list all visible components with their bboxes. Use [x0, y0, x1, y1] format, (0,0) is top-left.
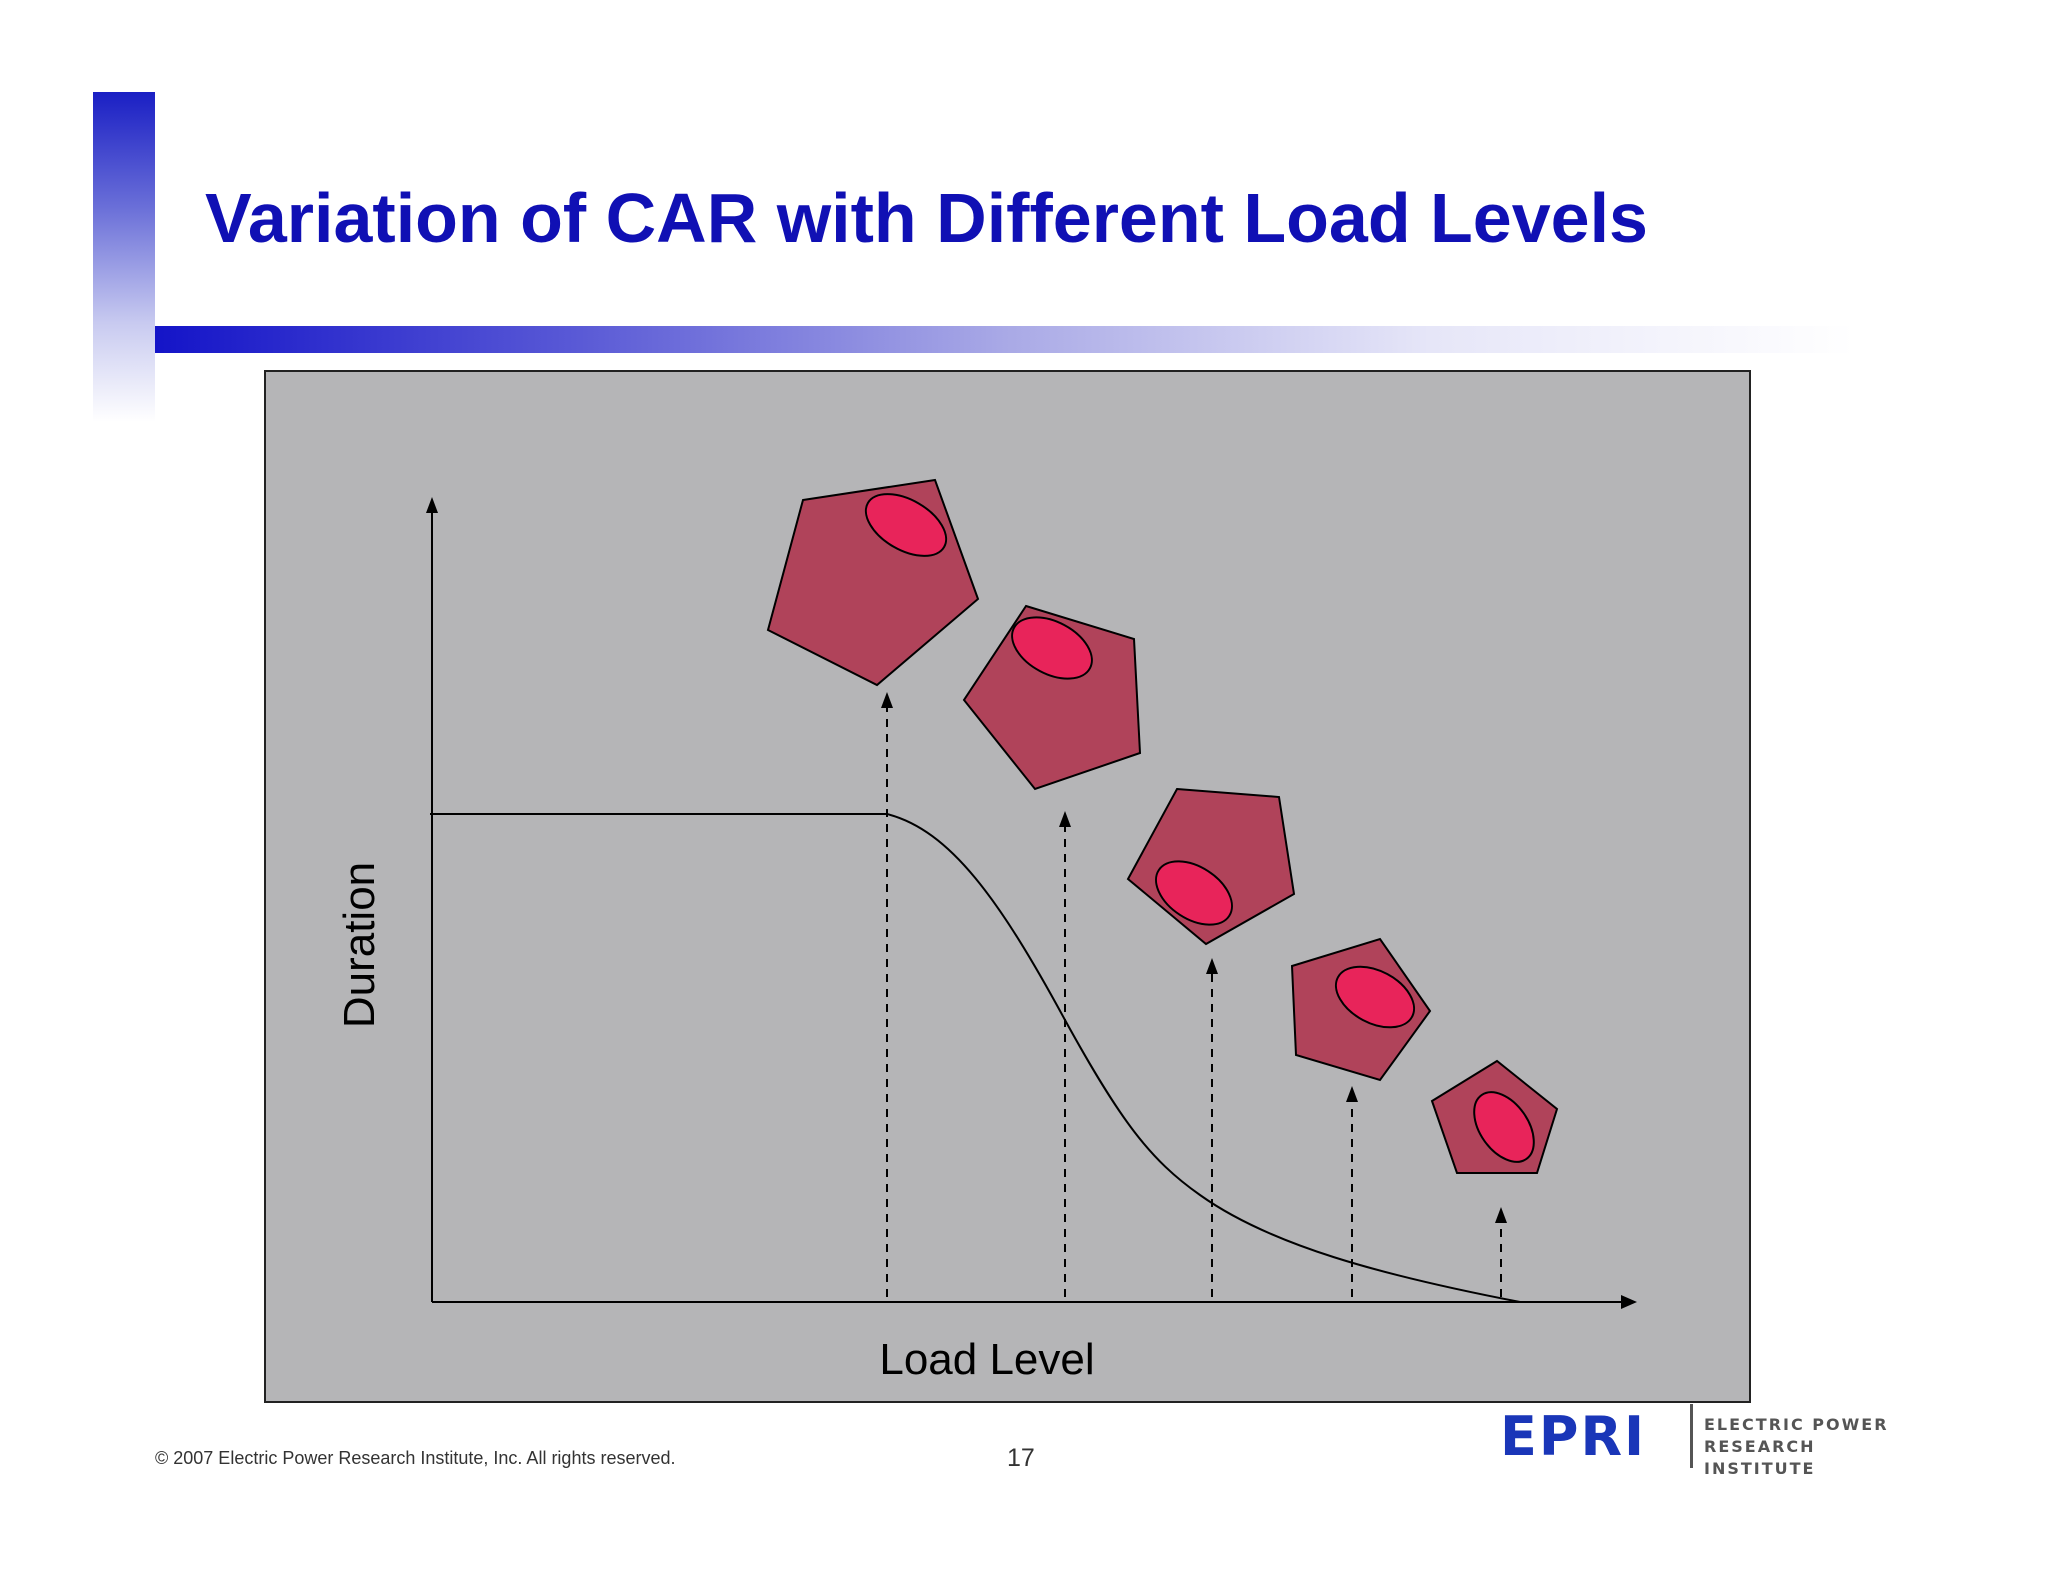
pentagon-shape: [962, 604, 1142, 791]
pentagon-ellipse: [864, 493, 948, 557]
load-level-arrowhead-3: [1206, 958, 1218, 974]
load-level-arrowhead-2: [1059, 811, 1071, 827]
logo-text-line-2: RESEARCH INSTITUTE: [1704, 1437, 1816, 1478]
title-underline: [155, 326, 1855, 353]
x-axis-label: Load Level: [879, 1335, 1094, 1384]
car-pentagon-1: [766, 478, 980, 687]
pentagon-ellipse: [1473, 1091, 1535, 1163]
y-axis-arrowhead: [426, 497, 438, 513]
load-level-arrowhead-4: [1346, 1086, 1358, 1102]
car-pentagon-4: [1290, 937, 1432, 1082]
x-axis-arrowhead: [1621, 1295, 1637, 1309]
diagram-panel: [264, 370, 1751, 1403]
logo-text-line-1: ELECTRIC POWER: [1704, 1415, 1889, 1434]
pentagon-ellipse: [1011, 616, 1093, 680]
y-axis-label: Duration: [335, 862, 384, 1028]
title-accent-bar: [93, 92, 155, 422]
load-level-arrowhead-1: [881, 692, 893, 708]
car-pentagon-5: [1430, 1059, 1559, 1174]
epri-logo-mark: EPRI: [1500, 1405, 1647, 1468]
pentagon-ellipse: [1155, 860, 1233, 926]
car-pentagon-3: [1126, 787, 1296, 946]
epri-logo: EPRI ELECTRIC POWER RESEARCH INSTITUTE: [1500, 1402, 1900, 1478]
car-pentagon-2: [962, 604, 1142, 791]
pentagon-ellipse: [1334, 965, 1416, 1029]
logo-divider: [1690, 1404, 1693, 1468]
load-level-arrowhead-5: [1495, 1207, 1507, 1223]
copyright-text: © 2007 Electric Power Research Institute…: [155, 1448, 676, 1468]
load-duration-curve: [430, 813, 1521, 1303]
page-number: 17: [1007, 1444, 1035, 1472]
slide-title: Variation of CAR with Different Load Lev…: [205, 179, 1648, 257]
logo-text: ELECTRIC POWER RESEARCH INSTITUTE: [1704, 1414, 1900, 1480]
load-level-arrows: [881, 692, 1507, 1297]
